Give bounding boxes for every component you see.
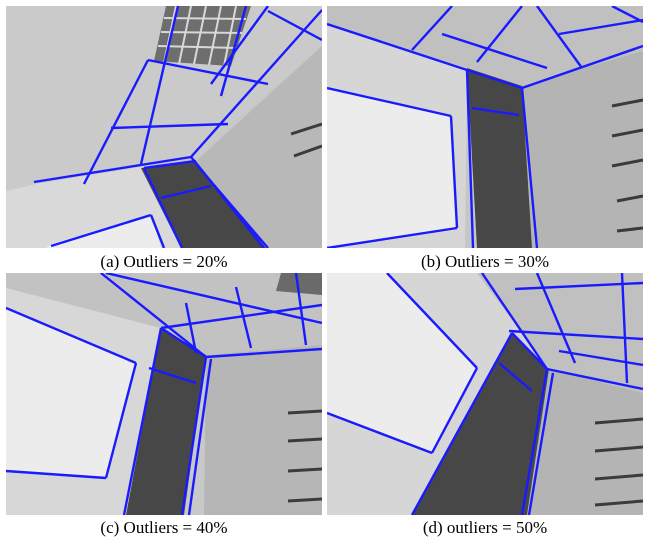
panel-b-scene: [327, 6, 643, 248]
panel-c-scene: [6, 273, 322, 515]
panel-c-image: [6, 273, 322, 515]
panel-b-image: [327, 6, 643, 248]
caption-b: (b) Outliers = 30%: [420, 252, 550, 271]
caption-d: (d) outliers = 50%: [422, 518, 548, 537]
caption-c: (c) Outliers = 40%: [100, 518, 228, 537]
panel-a-scene: [6, 6, 322, 248]
caption-a: (a) Outliers = 20%: [100, 252, 228, 271]
panel-a-image: [6, 6, 322, 248]
panel-d-image: [327, 273, 643, 515]
panel-d-scene: [327, 273, 643, 515]
